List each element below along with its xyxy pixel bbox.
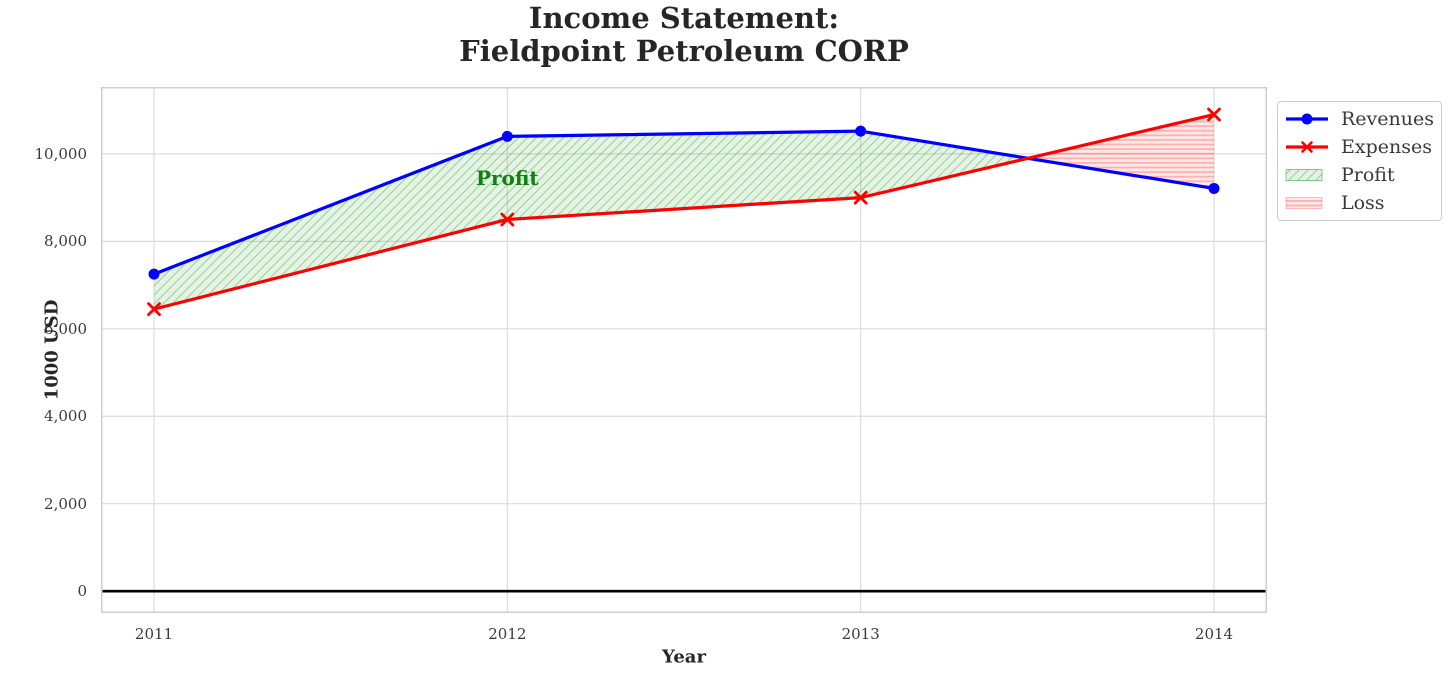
legend-item-label: Revenues bbox=[1341, 108, 1434, 130]
profit-legend-swatch bbox=[1285, 166, 1329, 184]
y-tick-label: 10,000 bbox=[34, 144, 88, 163]
revenues-marker bbox=[148, 268, 160, 280]
legend-item-label: Profit bbox=[1341, 164, 1395, 186]
loss-area bbox=[1027, 114, 1214, 189]
expenses-line bbox=[152, 112, 1216, 311]
expenses-marker bbox=[1207, 107, 1221, 122]
revenues-legend-swatch bbox=[1285, 110, 1329, 128]
legend: Revenues Expenses Profit Loss bbox=[1277, 101, 1442, 221]
legend-item: Profit bbox=[1285, 161, 1435, 189]
x-tick-label: 2013 bbox=[841, 625, 880, 643]
plot-svg bbox=[101, 87, 1267, 613]
x-axis-label: Year bbox=[662, 646, 706, 668]
profit-area bbox=[154, 131, 1028, 310]
expenses-marker bbox=[500, 212, 515, 227]
legend-item: Revenues bbox=[1285, 105, 1435, 133]
expenses-legend-swatch bbox=[1285, 138, 1329, 156]
legend-item: Loss bbox=[1285, 189, 1435, 217]
x-tick-label: 2011 bbox=[134, 625, 174, 643]
x-tick-label: 2014 bbox=[1194, 625, 1234, 643]
chart-title: Income Statement: Fieldpoint Petroleum C… bbox=[459, 1, 909, 69]
y-axis-label: 1000 USD bbox=[41, 299, 63, 401]
legend-item: Expenses bbox=[1285, 133, 1435, 161]
plot-border bbox=[101, 87, 1267, 613]
y-tick-label: 2,000 bbox=[44, 494, 87, 513]
expenses-marker bbox=[147, 302, 161, 317]
y-tick-label: 4,000 bbox=[44, 407, 87, 426]
y-tick-label: 8,000 bbox=[44, 232, 87, 251]
legend-item-label: Loss bbox=[1341, 192, 1385, 214]
legend-item-label: Expenses bbox=[1341, 136, 1432, 158]
x-tick-label: 2012 bbox=[488, 625, 527, 643]
revenues-line bbox=[152, 129, 1216, 276]
loss-legend-swatch bbox=[1285, 194, 1329, 212]
revenues-marker bbox=[1208, 182, 1220, 194]
expenses-marker bbox=[853, 190, 868, 205]
profit-annotation: Profit bbox=[475, 165, 539, 190]
revenues-marker bbox=[501, 130, 513, 142]
y-tick-label: 6,000 bbox=[44, 319, 87, 338]
y-tick-label: 0 bbox=[77, 582, 87, 601]
plot-area bbox=[101, 87, 1267, 613]
revenues-marker bbox=[855, 125, 867, 137]
